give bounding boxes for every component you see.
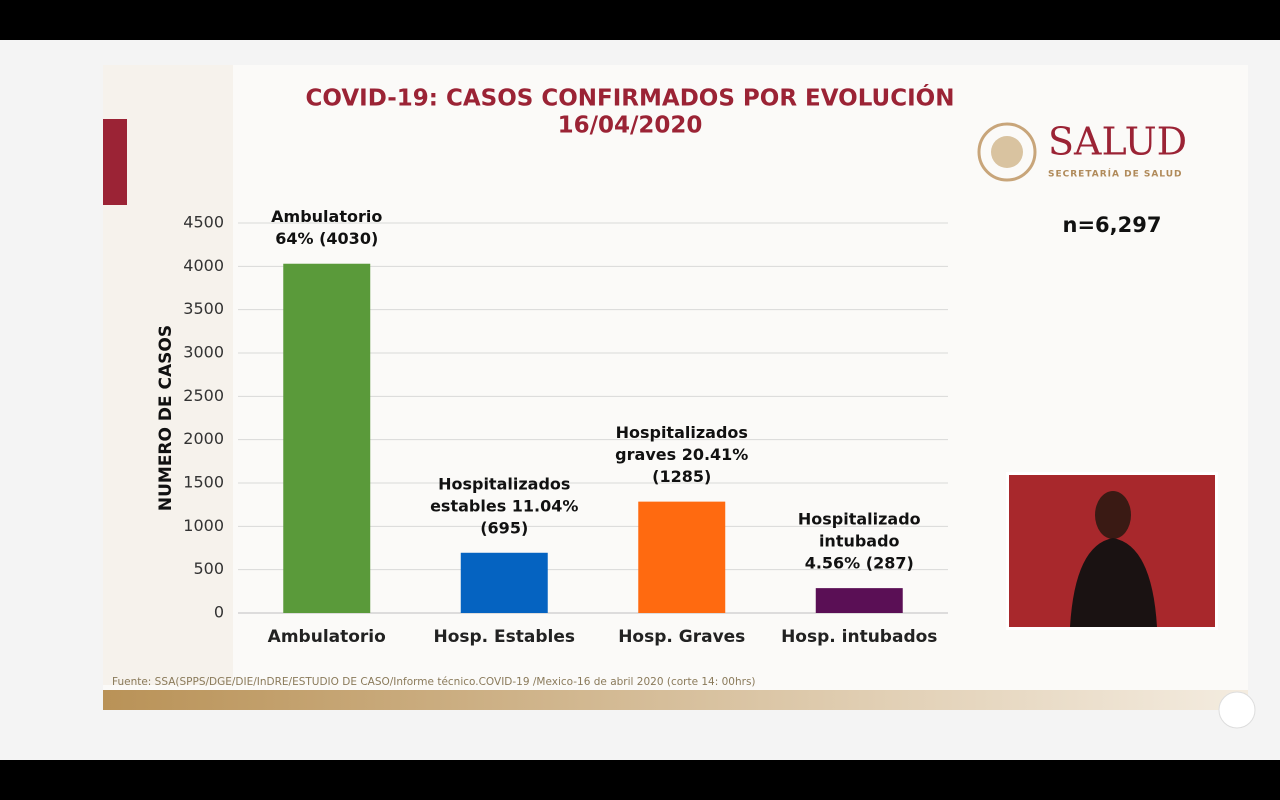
- logo-emblem-center: [991, 136, 1023, 168]
- data-label: Hospitalizado: [798, 510, 921, 529]
- data-label: Hospitalizados: [438, 474, 570, 493]
- inset-head: [1095, 491, 1131, 539]
- y-tick-label: 2500: [183, 386, 224, 405]
- data-label: Ambulatorio: [271, 207, 382, 226]
- data-label: estables 11.04%: [430, 496, 578, 515]
- y-tick-label: 1500: [183, 473, 224, 492]
- footer-band: [103, 690, 1248, 710]
- source-note: Fuente: SSA(SPPS/DGE/DIE/InDRE/ESTUDIO D…: [112, 676, 756, 688]
- accent-bar: [103, 119, 127, 205]
- data-label: graves 20.41%: [615, 445, 748, 464]
- y-tick-label: 1000: [183, 516, 224, 535]
- bar: [283, 263, 371, 613]
- data-label: intubado: [819, 532, 900, 551]
- x-tick-label: Hosp. Graves: [618, 627, 745, 647]
- data-label: (1285): [652, 467, 711, 486]
- bar: [638, 501, 726, 613]
- data-label: (695): [480, 518, 528, 537]
- x-tick-label: Ambulatorio: [268, 627, 386, 647]
- logo-subtitle: SECRETARÍA DE SALUD: [1048, 168, 1183, 180]
- y-tick-label: 3000: [183, 343, 224, 362]
- y-tick-label: 4500: [183, 213, 224, 232]
- data-label: 4.56% (287): [805, 554, 914, 573]
- chart-subtitle: 16/04/2020: [558, 113, 703, 139]
- data-label: 64% (4030): [275, 229, 378, 248]
- inset-body: [1070, 538, 1157, 627]
- y-tick-label: 4000: [183, 256, 224, 275]
- y-tick-label: 3500: [183, 299, 224, 318]
- logo-name: SALUD: [1048, 120, 1187, 164]
- x-tick-label: Hosp. Estables: [433, 627, 575, 647]
- annotation: n=6,297: [1063, 213, 1162, 237]
- corner-logo: [1218, 691, 1256, 729]
- chart-title: COVID-19: CASOS CONFIRMADOS POR EVOLUCIÓ…: [306, 84, 955, 112]
- bar: [815, 588, 903, 613]
- y-tick-label: 0: [214, 603, 224, 622]
- y-tick-label: 2000: [183, 429, 224, 448]
- logo-emblem: [977, 122, 1037, 182]
- y-tick-label: 500: [193, 559, 224, 578]
- x-tick-label: Hosp. intubados: [781, 627, 937, 647]
- bar: [460, 552, 548, 613]
- interpreter-inset: [1006, 472, 1218, 630]
- y-axis-label: NUMERO DE CASOS: [156, 325, 176, 511]
- data-label: Hospitalizados: [616, 423, 748, 442]
